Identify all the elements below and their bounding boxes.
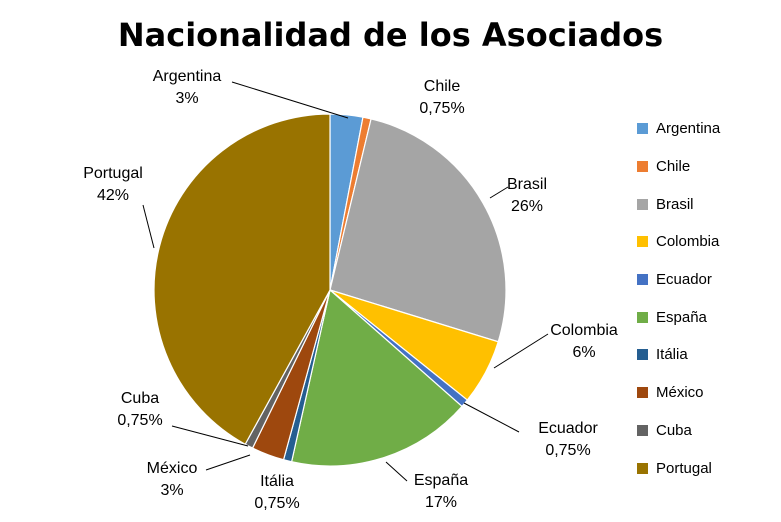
legend-swatch <box>637 274 648 286</box>
legend-item-itália: Itália <box>637 336 720 374</box>
data-label-value: 26% <box>510 198 544 215</box>
legend-label: Itália <box>656 346 688 364</box>
legend-label: Brasil <box>656 195 694 213</box>
data-label-value: 6% <box>572 344 596 361</box>
data-label-brasil: Brasil 26% <box>467 174 587 218</box>
legend-label: Ecuador <box>656 271 712 289</box>
legend-label: Cuba <box>656 421 692 439</box>
leader-line-colombia <box>493 333 549 369</box>
legend-label: Chile <box>656 158 691 176</box>
legend-label: México <box>656 384 704 402</box>
legend-item-portugal: Portugal <box>637 449 720 487</box>
legend-swatch <box>637 462 648 474</box>
legend-item-colombia: Colombia <box>637 223 720 261</box>
data-label-ecuador: Ecuador 0,75% <box>508 418 628 462</box>
legend-swatch <box>637 387 648 399</box>
legend-swatch <box>637 236 648 248</box>
data-label-name: Ecuador <box>538 420 598 437</box>
data-label-value: 17% <box>424 494 458 511</box>
data-label-name: Colombia <box>550 322 618 339</box>
leader-line-méxico <box>205 454 251 471</box>
legend-item-ecuador: Ecuador <box>637 261 720 299</box>
leader-line-portugal <box>142 204 155 249</box>
leader-line-españa <box>385 461 408 482</box>
data-label-name: Portugal <box>83 165 143 182</box>
data-label-value: 3% <box>160 482 184 499</box>
legend: Argentina Chile Brasil Colombia Ecuador Españ… <box>637 110 720 487</box>
legend-item-argentina: Argentina <box>637 110 720 148</box>
legend-swatch <box>637 123 648 135</box>
data-label-name: Brasil <box>506 176 547 193</box>
leader-line-argentina <box>231 81 349 119</box>
data-label-chile: Chile 0,75% <box>382 76 502 120</box>
data-label-value: 0,75% <box>254 495 300 512</box>
data-label-argentina: Argentina 3% <box>127 66 247 110</box>
data-label-name: España <box>413 472 469 489</box>
leader-line-cuba <box>171 425 249 447</box>
data-label-portugal: Portugal 42% <box>53 163 173 207</box>
data-label-méxico: México 3% <box>112 458 232 502</box>
legend-label: Argentina <box>656 120 721 138</box>
data-label-value: 0,75% <box>419 100 465 117</box>
pie-slice-brasil <box>329 118 507 343</box>
data-label-itália: Itália 0,75% <box>217 471 337 515</box>
legend-label: Portugal <box>656 459 712 477</box>
legend-item-españa: España <box>637 298 720 336</box>
data-label-name: México <box>146 460 198 477</box>
data-label-name: Chile <box>423 78 461 95</box>
pie-slice-españa <box>290 288 463 467</box>
legend-swatch <box>637 198 648 210</box>
data-label-name: Itália <box>260 473 294 490</box>
data-label-value: 42% <box>96 187 130 204</box>
legend-item-méxico: México <box>637 374 720 412</box>
legend-swatch <box>637 424 648 436</box>
data-label-value: 3% <box>175 90 199 107</box>
legend-swatch <box>637 311 648 323</box>
data-label-cuba: Cuba 0,75% <box>80 388 200 432</box>
data-label-value: 0,75% <box>545 442 591 459</box>
pie-slice-portugal <box>153 113 331 446</box>
legend-label: España <box>656 308 707 326</box>
legend-label: Colombia <box>656 233 720 251</box>
legend-swatch <box>637 161 648 173</box>
leader-line-ecuador <box>463 402 520 433</box>
data-label-name: Cuba <box>120 390 160 407</box>
chart-title: Nacionalidad de los Asociados <box>117 16 664 54</box>
leader-line-brasil <box>489 186 509 199</box>
legend-swatch <box>637 349 648 361</box>
data-label-value: 0,75% <box>117 412 163 429</box>
data-label-colombia: Colombia 6% <box>524 320 644 364</box>
data-label-españa: España 17% <box>381 470 501 514</box>
legend-item-chile: Chile <box>637 148 720 186</box>
legend-item-cuba: Cuba <box>637 412 720 450</box>
legend-item-brasil: Brasil <box>637 185 720 223</box>
data-label-name: Argentina <box>152 68 222 85</box>
